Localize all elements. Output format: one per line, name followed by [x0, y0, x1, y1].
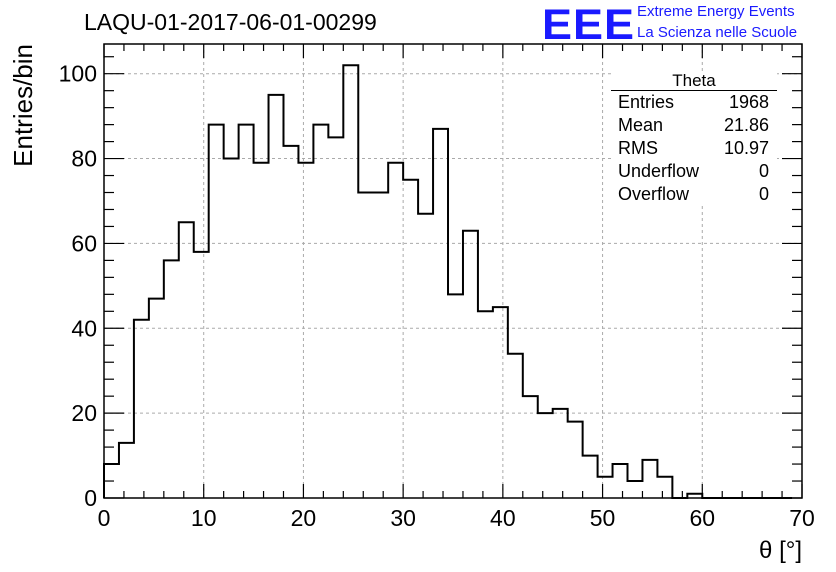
y-tick-label: 60: [71, 230, 97, 256]
x-tick-label: 30: [390, 505, 416, 531]
stats-label: Entries: [618, 92, 675, 112]
x-tick-label: 20: [291, 505, 317, 531]
x-tick-label: 50: [590, 505, 616, 531]
stats-row-mean: Mean 21.86: [611, 114, 777, 137]
y-tick-labels: 0 20 40 60 80 100: [59, 61, 97, 511]
stats-label: RMS: [618, 138, 658, 158]
stats-value: 10.97: [723, 138, 769, 158]
y-tick-label: 80: [71, 146, 97, 172]
y-tick-label: 20: [71, 400, 97, 426]
stats-box-title: Theta: [611, 71, 777, 91]
grid-lines: [104, 44, 802, 498]
x-tick-label: 70: [789, 505, 815, 531]
stats-label: Mean: [618, 115, 664, 135]
y-axis-title: Entries/bin: [8, 44, 38, 167]
stats-row-rms: RMS 10.97: [611, 137, 777, 160]
stats-row-overflow: Overflow 0: [611, 183, 777, 206]
stats-label: Overflow: [618, 184, 690, 204]
stats-value: 0: [758, 184, 769, 204]
histogram-series-line: [103, 64, 793, 499]
x-tick-label: 0: [98, 505, 111, 531]
x-tick-label: 40: [490, 505, 516, 531]
stats-label: Underflow: [618, 161, 700, 181]
stats-row-underflow: Underflow 0: [611, 160, 777, 183]
y-tick-label: 100: [59, 61, 97, 87]
axis-ticks: [103, 44, 803, 499]
run-title: LAQU-01-2017-06-01-00299: [84, 9, 377, 35]
x-axis-title: θ [°]: [759, 537, 802, 564]
stats-box: Theta Entries 1968 Mean 21.86 RMS 10.97 …: [611, 71, 777, 206]
y-tick-label: 0: [84, 485, 97, 511]
logo-caption-line1: Extreme Energy Events: [637, 3, 795, 20]
stats-value: 21.86: [723, 115, 769, 135]
y-tick-label: 40: [71, 315, 97, 341]
stats-row-entries: Entries 1968: [611, 91, 777, 114]
stats-value: 1968: [728, 92, 769, 112]
x-tick-label: 60: [689, 505, 715, 531]
plot-frame: [103, 43, 803, 499]
logo-caption-line2: La Scienza nelle Scuole: [637, 24, 798, 41]
eee-logo: EEE: [542, 0, 636, 49]
stats-value: 0: [758, 161, 769, 181]
x-tick-label: 10: [191, 505, 217, 531]
x-tick-labels: 0 10 20 30 40 50 60 70: [98, 505, 815, 531]
